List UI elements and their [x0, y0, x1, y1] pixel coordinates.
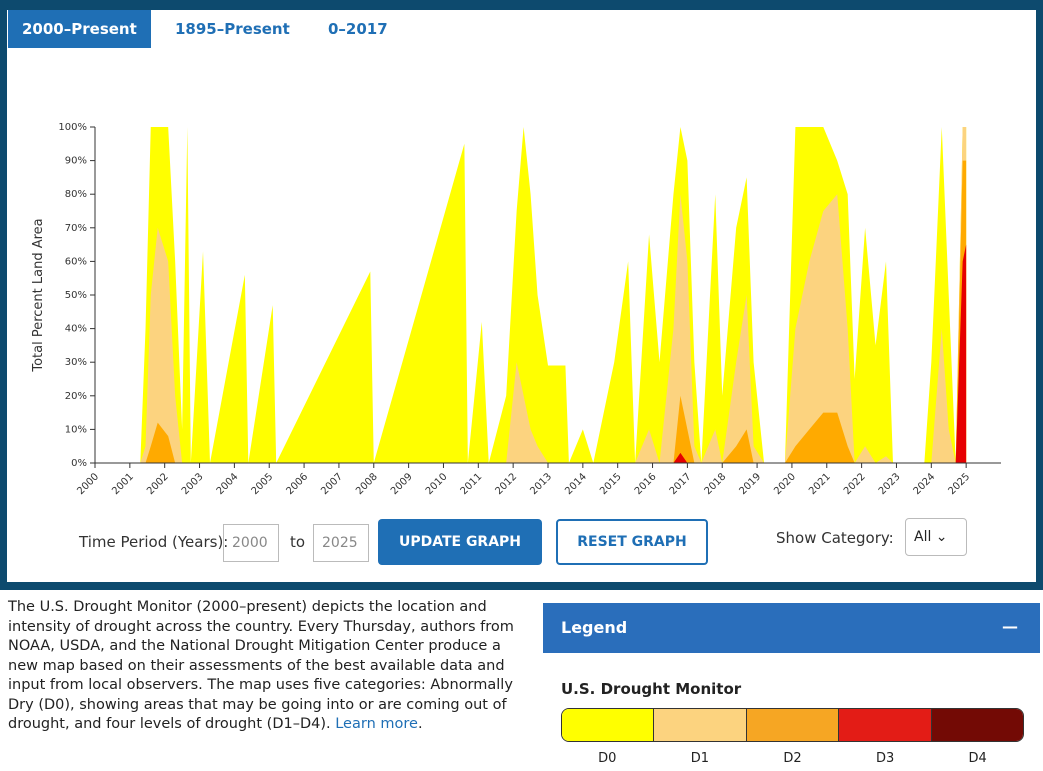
- legend-title: Legend: [561, 618, 628, 637]
- description-end: .: [417, 716, 423, 732]
- legend-swatch: [562, 709, 654, 741]
- y-tick-label: 20%: [65, 391, 87, 402]
- description-text: The U.S. Drought Monitor (2000–present) …: [8, 599, 514, 732]
- x-tick-label: 2018: [703, 471, 729, 497]
- category-label: Show Category:: [776, 529, 894, 547]
- x-tick-label: 2008: [354, 471, 380, 497]
- from-input[interactable]: 2000: [223, 524, 279, 562]
- x-tick-label: 2009: [389, 471, 415, 497]
- y-tick-label: 70%: [65, 223, 87, 234]
- tab[interactable]: 0–2017: [328, 20, 388, 38]
- legend-toggle[interactable]: —: [1002, 617, 1018, 636]
- y-tick-label: 0%: [71, 458, 87, 469]
- x-tick-label: 2023: [877, 471, 903, 497]
- legend-header[interactable]: Legend —: [543, 603, 1040, 653]
- tab[interactable]: 1895–Present: [175, 20, 290, 38]
- x-tick-label: 2007: [319, 471, 345, 497]
- select-value: All: [914, 529, 932, 545]
- y-tick-label: 60%: [65, 256, 87, 267]
- area-d1: [95, 127, 967, 463]
- y-axis-label: Total Percent Land Area: [31, 218, 46, 372]
- y-tick-label: 50%: [65, 290, 87, 301]
- x-tick-label: 2015: [598, 471, 624, 497]
- legend-label: D4: [968, 751, 987, 766]
- to-label: to: [290, 533, 306, 551]
- legend-label: D3: [875, 751, 895, 766]
- x-tick-label: 2006: [284, 471, 310, 497]
- update-button[interactable]: UPDATE GRAPH: [378, 519, 542, 565]
- x-tick-label: 2025: [946, 471, 972, 497]
- x-tick-label: 2022: [842, 471, 868, 497]
- category-select[interactable]: All ⌄: [905, 518, 967, 556]
- description: The U.S. Drought Monitor (2000–present) …: [8, 598, 518, 735]
- x-tick-label: 2010: [424, 471, 450, 497]
- x-tick-label: 2024: [912, 471, 938, 497]
- reset-button[interactable]: RESET GRAPH: [556, 519, 708, 565]
- legend-bar: [561, 708, 1024, 742]
- chart: Total Percent Land Area 0% 10% 20% 30% 40% 50…: [31, 122, 1001, 497]
- legend-subtitle: U.S. Drought Monitor: [561, 680, 742, 698]
- y-tick-label: 80%: [65, 189, 87, 200]
- x-tick-label: 2001: [110, 471, 136, 497]
- legend-label: D0: [598, 751, 617, 766]
- legend-swatch: [930, 709, 1023, 741]
- x-tick-label: 2014: [563, 471, 589, 497]
- legend-label: D1: [690, 751, 710, 766]
- y-tick-label: 30%: [65, 357, 87, 368]
- tab[interactable]: 2000–Present: [8, 10, 151, 48]
- y-tick-label: 100%: [58, 122, 87, 133]
- tab-bar: [7, 10, 1036, 48]
- legend-swatch: [838, 709, 931, 741]
- legend-swatch: [745, 709, 839, 741]
- x-tick-label: 2019: [737, 471, 763, 497]
- x-tick-label: 2017: [668, 471, 694, 497]
- y-tick-label: 10%: [65, 424, 87, 435]
- legend-labels: D0 D1 D2 D3 D4: [561, 751, 1024, 766]
- learn-more-link[interactable]: Learn more: [335, 716, 418, 732]
- x-tick-label: 2020: [772, 471, 798, 497]
- x-tick-label: 2003: [180, 471, 206, 497]
- y-tick-label: 90%: [65, 156, 87, 167]
- to-input[interactable]: 2025: [313, 524, 369, 562]
- x-tick-label: 2000: [75, 471, 101, 497]
- x-tick-label: 2012: [493, 471, 519, 497]
- x-tick-label: 2016: [633, 471, 659, 497]
- legend-swatch: [653, 709, 746, 741]
- period-label: Time Period (Years):: [79, 533, 229, 551]
- x-tick-label: 2002: [145, 471, 171, 497]
- x-tick-label: 2004: [215, 471, 241, 497]
- x-tick-label: 2021: [807, 471, 833, 497]
- y-tick-label: 40%: [65, 324, 87, 335]
- legend-label: D2: [783, 751, 802, 766]
- x-tick-label: 2005: [250, 471, 276, 497]
- x-tick-label: 2013: [528, 471, 554, 497]
- x-tick-label: 2011: [459, 471, 485, 497]
